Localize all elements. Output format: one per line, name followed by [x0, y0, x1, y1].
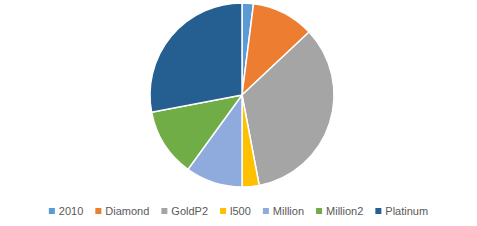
legend-swatch [161, 208, 167, 214]
chart: 2010 Diamond GoldP2 l500 Million Million2 Plat… [0, 0, 477, 226]
legend-swatch [49, 208, 55, 214]
legend-label: l500 [230, 205, 251, 217]
pie [150, 3, 334, 187]
legend-swatch [263, 208, 269, 214]
pie-slice [150, 3, 242, 112]
pie-slice [242, 32, 334, 185]
legend-swatch [375, 208, 381, 214]
legend-swatch [95, 208, 101, 214]
pie-slice [242, 95, 259, 187]
legend-label: GoldP2 [171, 205, 208, 217]
legend-label: Million [273, 205, 304, 217]
legend: 2010 Diamond GoldP2 l500 Million Million2 Plat… [49, 205, 428, 217]
legend-label: 2010 [59, 205, 83, 217]
legend-swatch [316, 208, 322, 214]
legend-label: Platinum [385, 205, 428, 217]
legend-label: Million2 [326, 205, 363, 217]
legend-label: Diamond [105, 205, 149, 217]
legend-swatch [220, 208, 226, 214]
